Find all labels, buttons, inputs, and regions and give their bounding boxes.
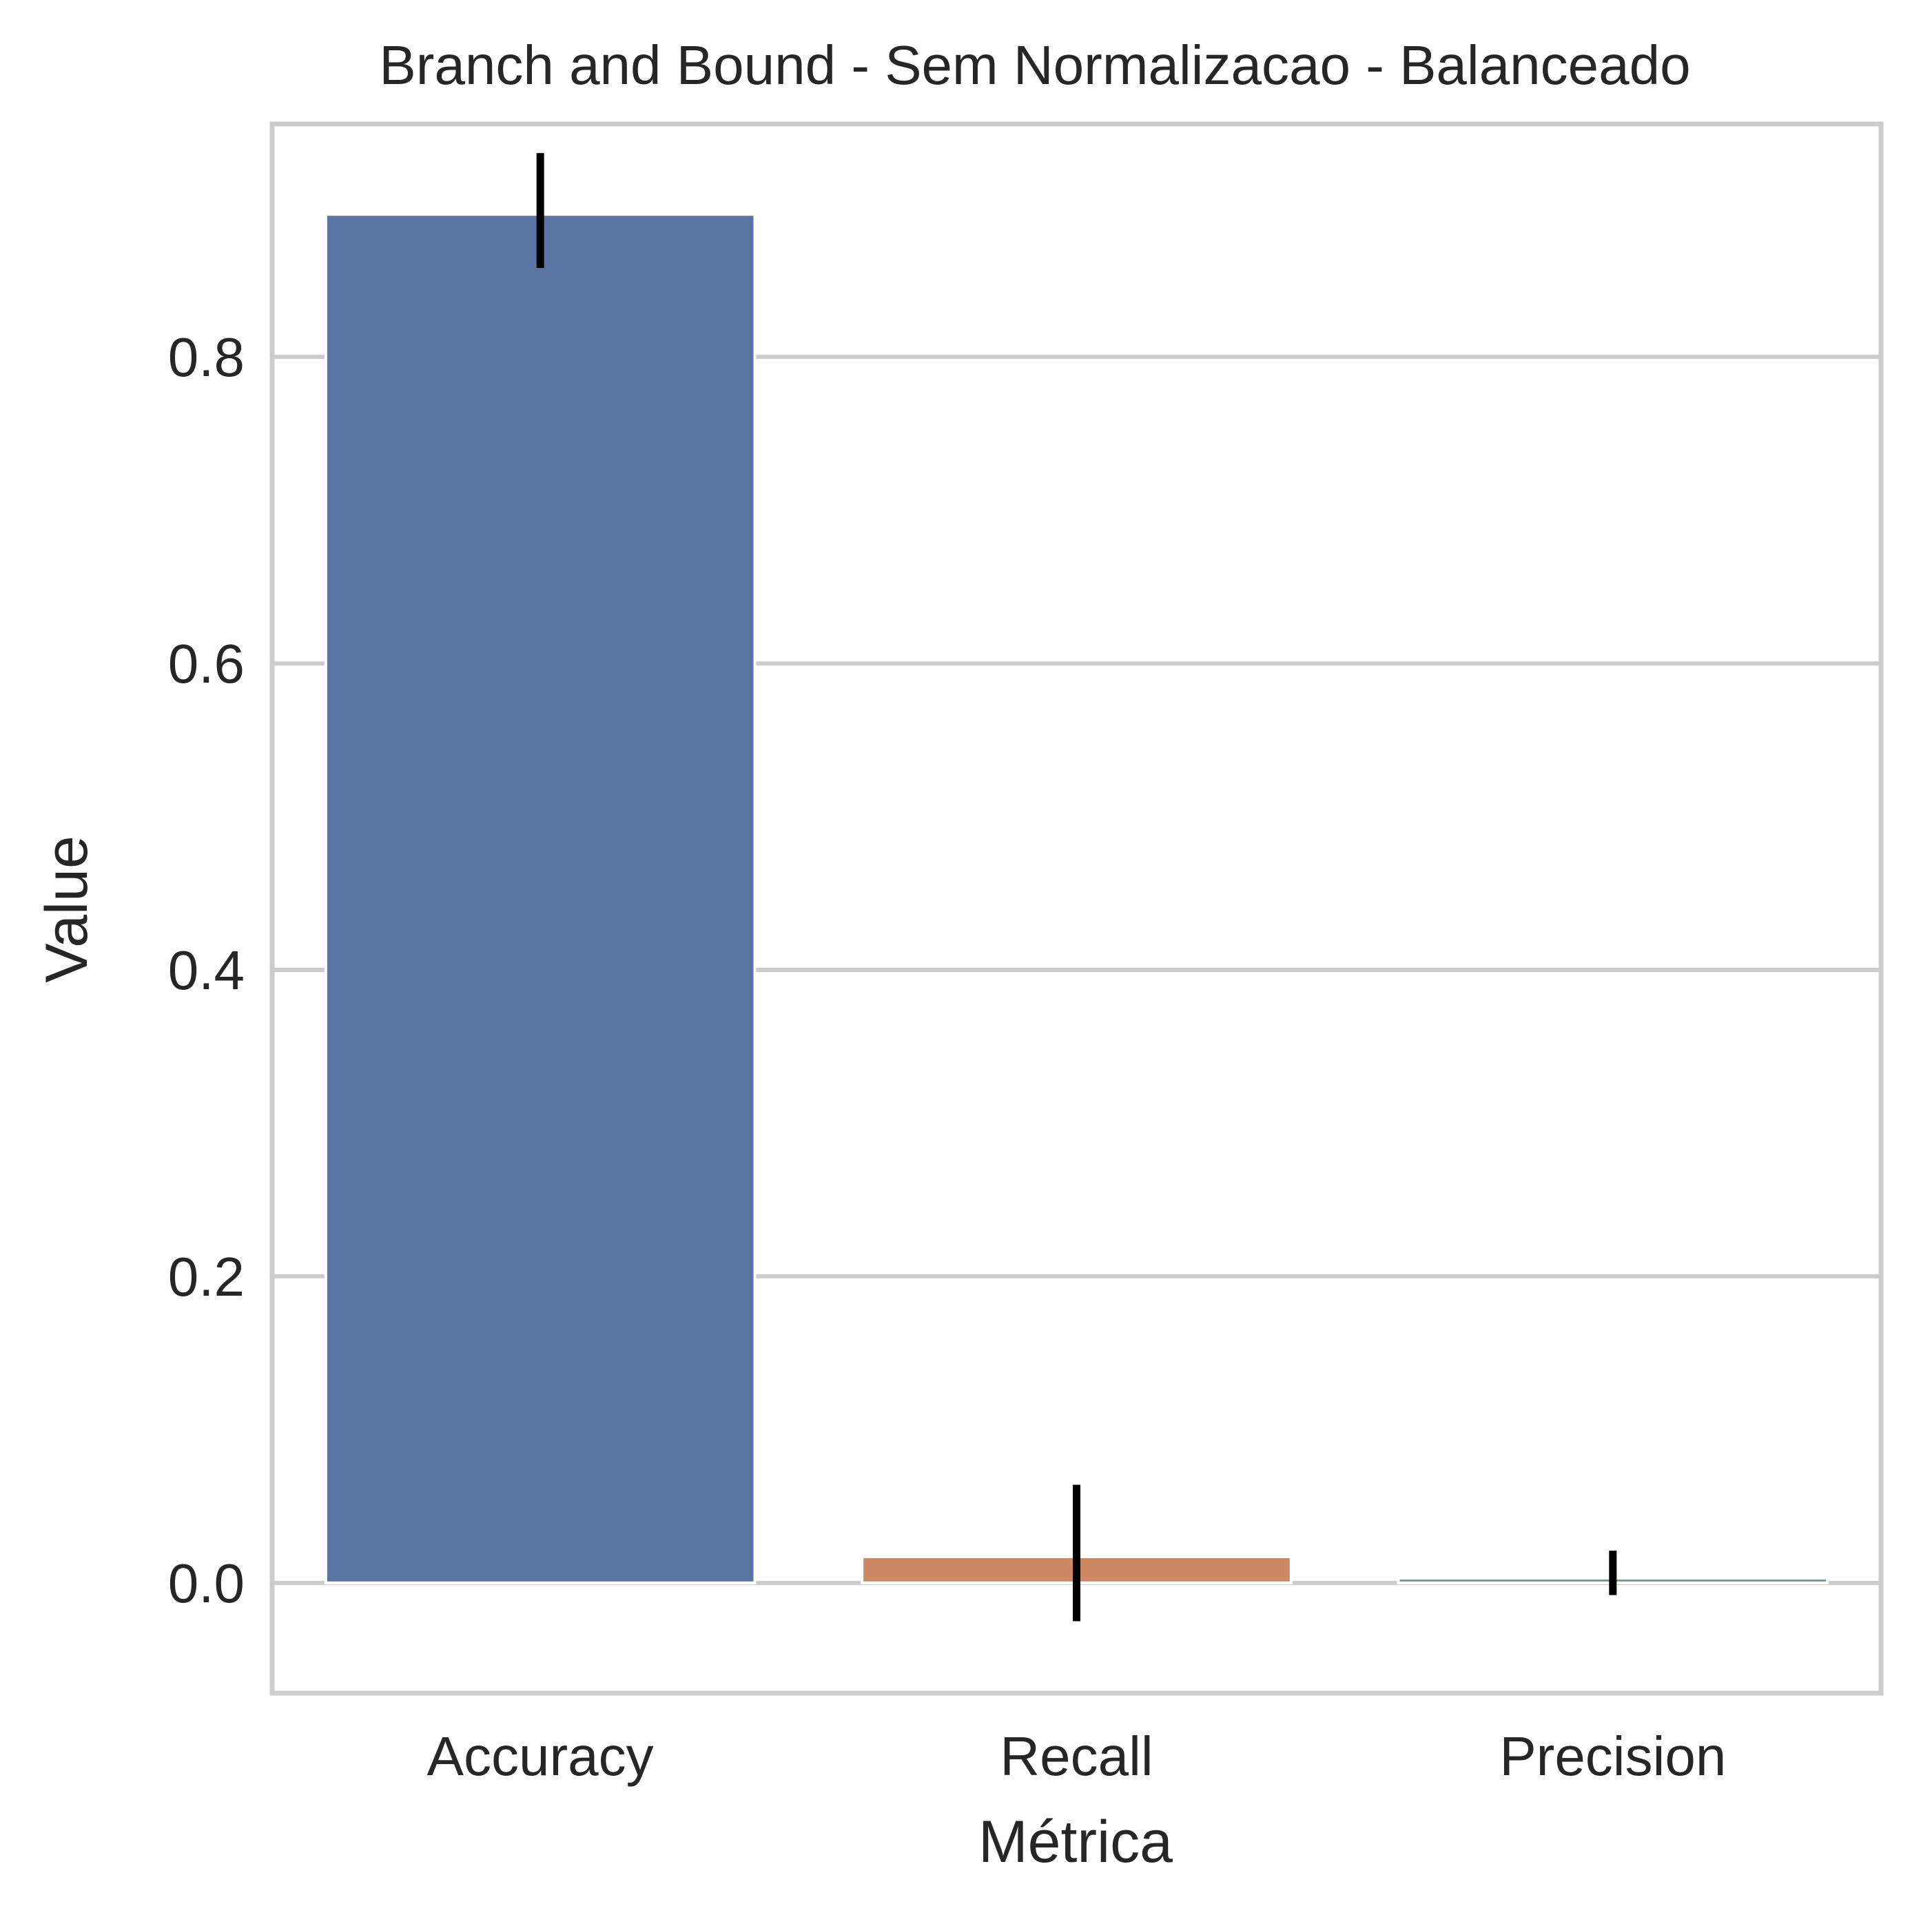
y-tick-label: 0.4	[168, 940, 245, 1001]
y-tick-label: 0.8	[168, 327, 245, 388]
x-tick-label: Recall	[1000, 1726, 1153, 1787]
y-tick-label: 0.0	[168, 1553, 245, 1614]
y-axis-label: Value	[34, 836, 100, 983]
error-bars	[536, 153, 1617, 1622]
y-tick-label: 0.2	[168, 1246, 245, 1307]
y-tick-labels: 0.0 0.2 0.4 0.6 0.8	[168, 327, 245, 1614]
x-axis-label: Métrica	[978, 1809, 1173, 1875]
x-tick-label: Accuracy	[427, 1726, 654, 1787]
x-tick-label: Precision	[1499, 1726, 1726, 1787]
bar-accuracy	[324, 213, 757, 1584]
plot-frame	[269, 121, 1884, 1696]
y-tick-label: 0.6	[168, 633, 245, 694]
bars	[324, 213, 1829, 1584]
chart-title: Branch and Bound - Sem Normalizacao - Ba…	[379, 34, 1690, 96]
x-tick-labels: Accuracy Recall Precision	[427, 1726, 1727, 1787]
